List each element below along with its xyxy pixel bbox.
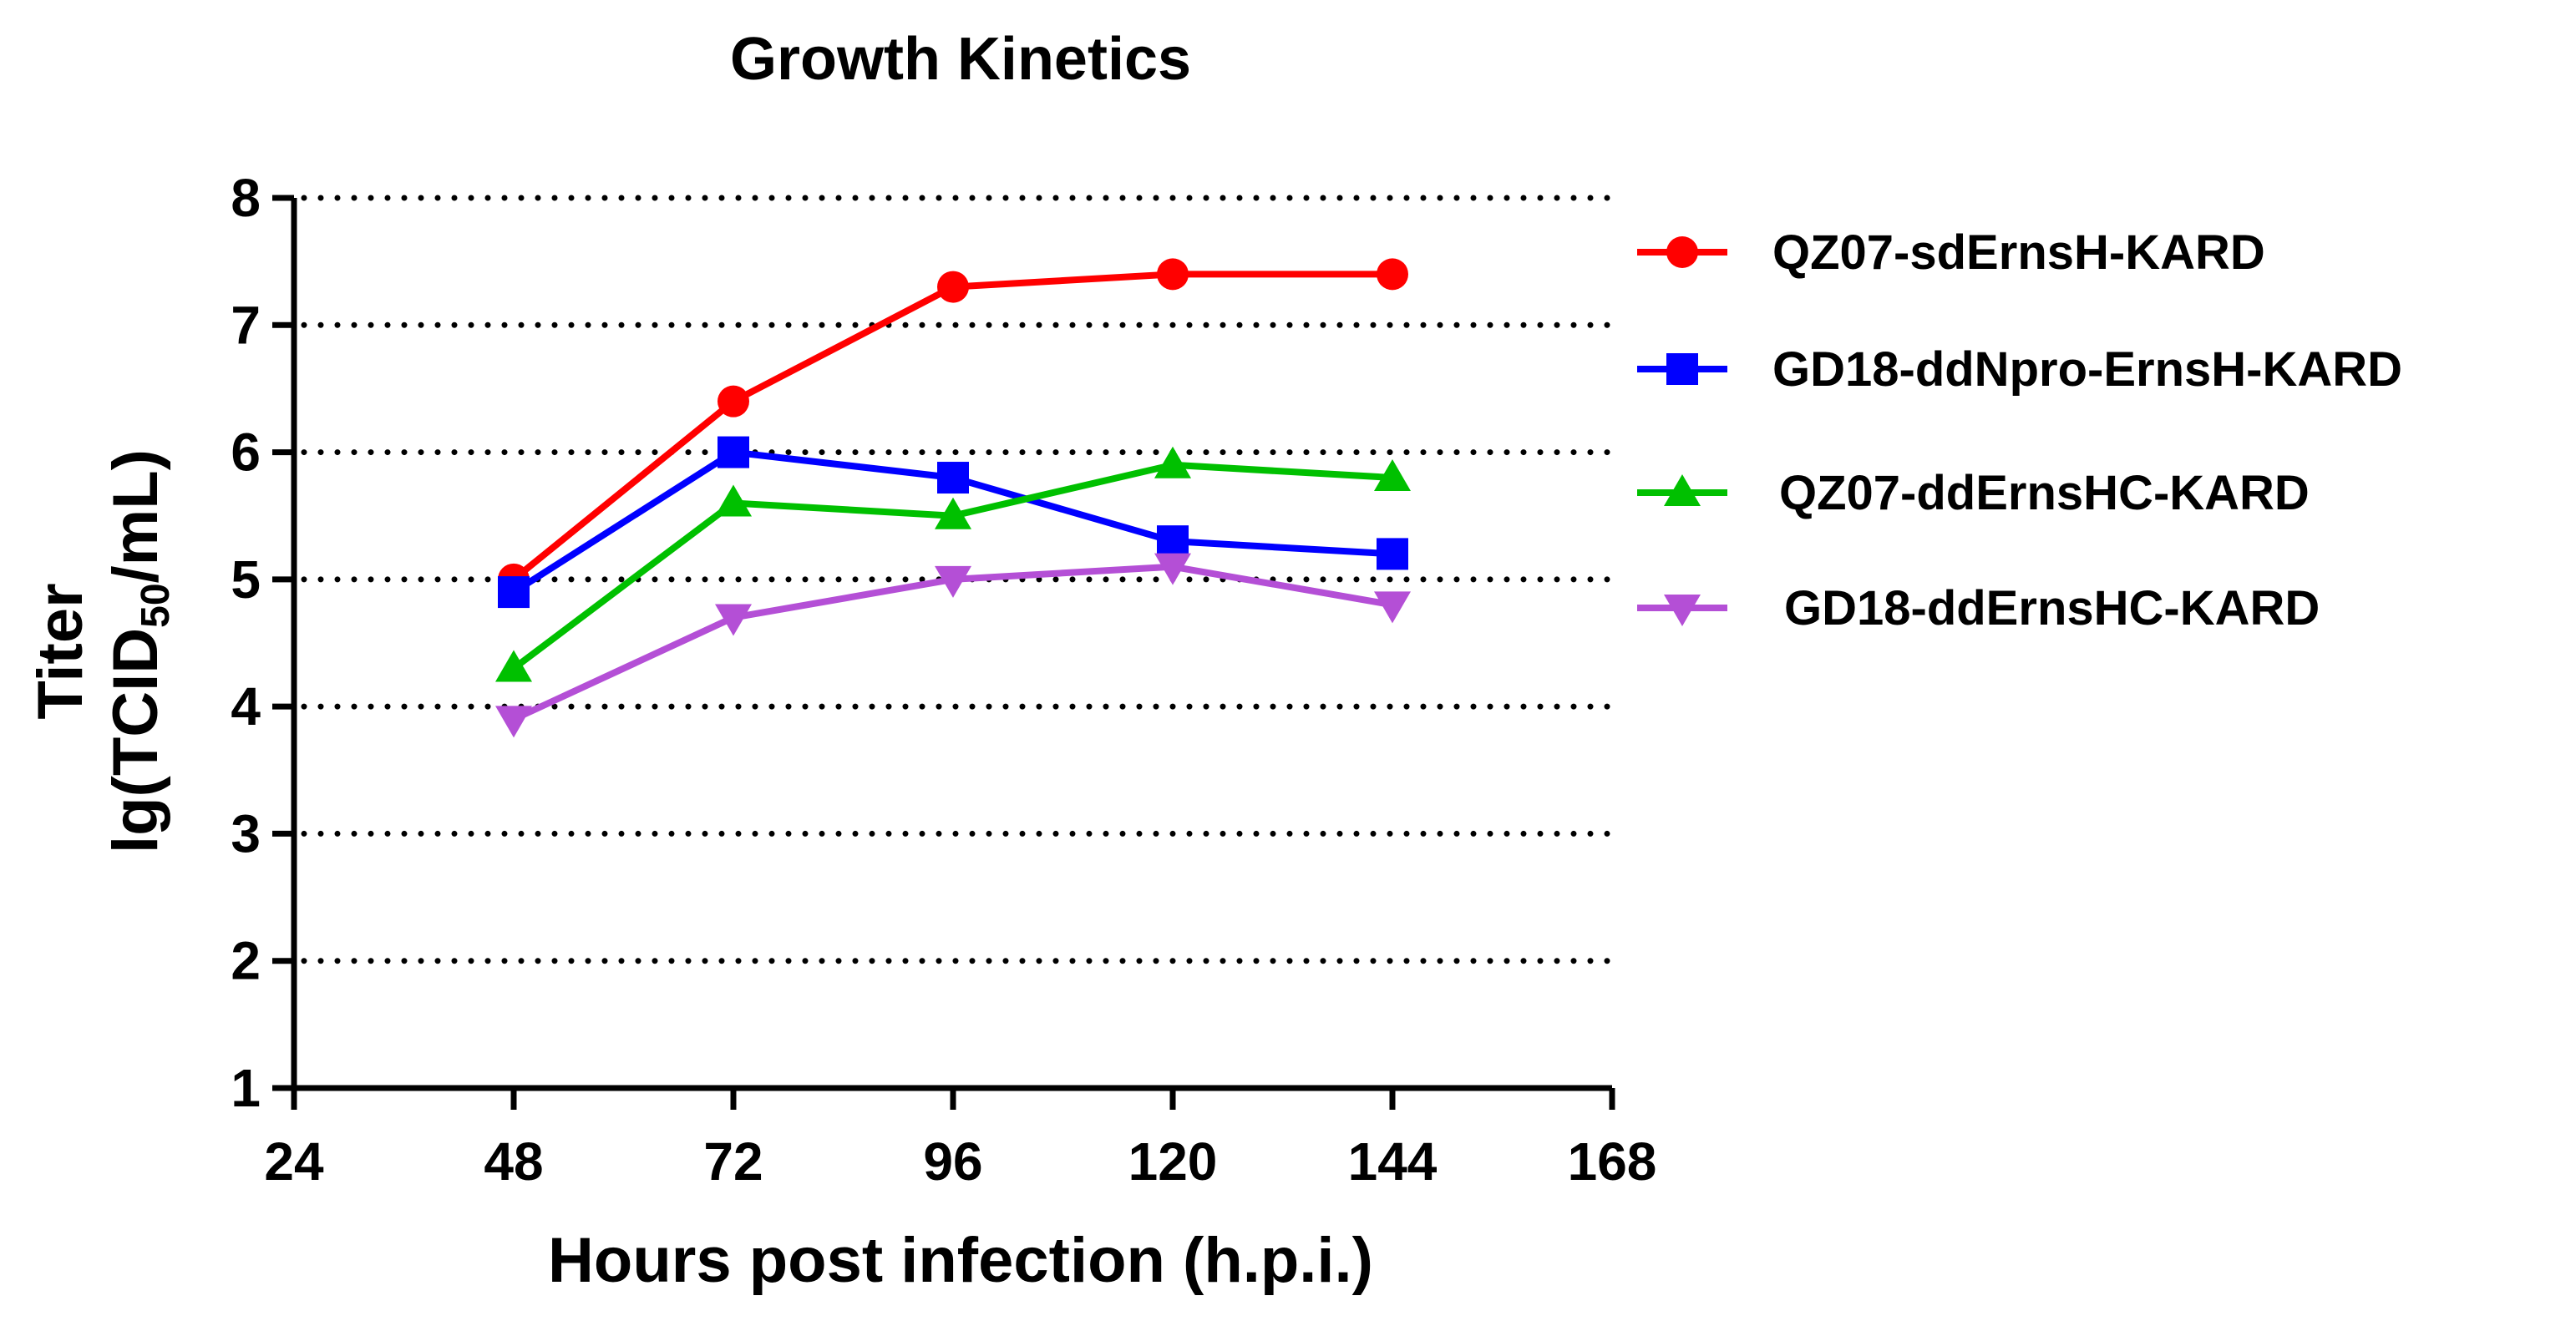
legend-entry-0: QZ07-sdErnsH-KARD <box>1637 225 2265 280</box>
series-2 <box>495 446 1411 682</box>
series-3 <box>495 553 1411 738</box>
chart-title: Growth Kinetics <box>730 26 1191 93</box>
y-tick-label-4: 4 <box>231 676 261 736</box>
legend-label-3: GD18-ddErnsHC-KARD <box>1784 581 2320 635</box>
y-axis-title-prefix: lg(TCID <box>100 628 171 853</box>
y-tick-label-2: 2 <box>231 931 261 991</box>
legend-marker-0 <box>1666 236 1698 268</box>
data-point-1-3 <box>1157 525 1189 558</box>
data-point-1-4 <box>1377 538 1408 570</box>
data-point-1-0 <box>498 576 530 609</box>
data-point-0-2 <box>937 271 969 303</box>
legend-marker-1 <box>1666 353 1698 385</box>
y-axis-ticks: 1 2 3 4 5 6 7 8 <box>231 168 294 1118</box>
x-tick-label-168: 168 <box>1568 1131 1657 1192</box>
legend-marker-2 <box>1664 474 1701 506</box>
legend-entry-1: GD18-ddNpro-ErnsH-KARD <box>1637 342 2402 397</box>
series-1 <box>498 436 1408 609</box>
data-point-3-0 <box>495 706 532 738</box>
y-tick-label-1: 1 <box>231 1058 261 1118</box>
legend-marker-3 <box>1664 595 1701 626</box>
data-point-2-3 <box>1154 446 1191 478</box>
y-axis-title-suffix: /mL) <box>100 449 171 583</box>
data-point-3-2 <box>935 565 971 598</box>
y-tick-label-8: 8 <box>231 168 261 228</box>
legend-label-0: QZ07-sdErnsH-KARD <box>1772 225 2265 280</box>
x-tick-label-24: 24 <box>264 1131 324 1192</box>
series-line-0 <box>511 271 1392 582</box>
x-tick-label-144: 144 <box>1348 1131 1438 1192</box>
y-tick-label-6: 6 <box>231 423 261 483</box>
x-tick-label-72: 72 <box>703 1131 763 1192</box>
data-point-1-1 <box>718 436 749 468</box>
data-point-0-1 <box>718 385 749 418</box>
axes <box>291 198 1612 1091</box>
x-tick-label-120: 120 <box>1128 1131 1218 1192</box>
x-tick-label-48: 48 <box>484 1131 543 1192</box>
y-axis-title-line1: Titer <box>25 583 96 719</box>
y-axis-title-subscript: 50 <box>134 583 178 627</box>
data-point-3-3 <box>1154 553 1191 585</box>
data-point-0-3 <box>1157 258 1189 291</box>
x-axis-title: Hours post infection (h.p.i.) <box>548 1225 1373 1296</box>
y-tick-label-3: 3 <box>231 803 261 863</box>
legend-entry-3: GD18-ddErnsHC-KARD <box>1637 581 2320 635</box>
data-point-3-4 <box>1374 591 1411 624</box>
data-point-2-0 <box>495 650 532 682</box>
legend: QZ07-sdErnsH-KARD GD18-ddNpro-ErnsH-KARD Q… <box>1637 225 2402 635</box>
legend-entry-2: QZ07-ddErnsHC-KARD <box>1637 466 2310 520</box>
y-tick-label-5: 5 <box>231 549 261 610</box>
legend-label-1: GD18-ddNpro-ErnsH-KARD <box>1772 342 2402 397</box>
plot-series <box>495 258 1411 738</box>
data-point-1-2 <box>937 462 969 494</box>
data-point-0-4 <box>1377 258 1408 291</box>
y-tick-label-7: 7 <box>231 295 261 355</box>
x-tick-label-96: 96 <box>923 1131 982 1192</box>
data-point-3-1 <box>715 604 752 636</box>
data-point-2-1 <box>715 484 752 517</box>
data-point-2-2 <box>935 497 971 529</box>
x-axis-ticks: 24 48 72 96 120 144 168 <box>264 1088 1656 1192</box>
y-axis-title-line2: lg(TCID50/mL) <box>100 449 178 853</box>
legend-label-2: QZ07-ddErnsHC-KARD <box>1779 466 2310 520</box>
data-point-2-4 <box>1374 459 1411 492</box>
